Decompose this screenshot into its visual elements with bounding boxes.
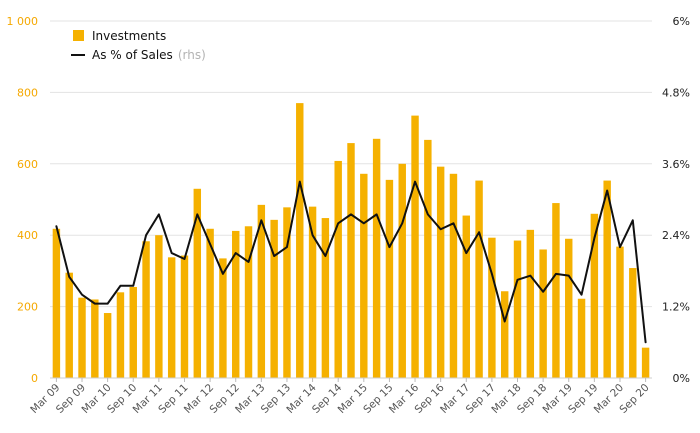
investment-bar <box>78 297 86 378</box>
investment-bar <box>539 249 547 378</box>
investments-bars <box>52 103 650 379</box>
investment-bar <box>296 103 304 379</box>
investment-bar <box>283 207 291 378</box>
legend-label-investments: Investments <box>92 29 166 43</box>
investment-bar <box>372 138 381 378</box>
right-axis-tick-label: 2.4% <box>662 229 690 242</box>
investment-bar <box>65 272 73 378</box>
legend-label-percent-of-sales: As % of Sales <box>92 48 173 62</box>
investment-bar <box>206 228 214 378</box>
investment-bar <box>180 255 189 378</box>
investment-bar <box>552 203 560 378</box>
investment-bar <box>616 246 624 378</box>
investment-bar <box>424 139 432 378</box>
investment-bar <box>321 218 330 378</box>
investment-bar <box>436 166 445 378</box>
investment-bar <box>411 115 419 378</box>
percent-of-sales-line-layer <box>55 180 647 344</box>
investment-bar <box>526 229 535 378</box>
investment-bar <box>244 226 253 378</box>
investment-bar <box>308 206 317 378</box>
legend-swatch-investments <box>73 30 84 41</box>
left-axis-tick-label: 400 <box>17 229 38 242</box>
left-axis-tick-label: 1 000 <box>7 15 39 28</box>
investment-bar <box>462 215 470 378</box>
investment-bar <box>565 238 573 378</box>
investment-bar <box>257 204 266 378</box>
investment-bar <box>232 230 240 378</box>
legend-suffix-rhs: (rhs) <box>178 48 206 62</box>
right-axis-tick-label: 6% <box>673 15 690 28</box>
investment-bar <box>116 292 125 378</box>
right-axis-tick-label: 1.2% <box>662 301 690 314</box>
investment-bar <box>219 258 227 378</box>
investment-bar <box>603 180 611 378</box>
investment-bar <box>334 160 342 378</box>
investment-bar <box>475 180 483 378</box>
investment-bar <box>500 291 509 378</box>
investment-bar <box>513 240 522 378</box>
investment-bar <box>103 313 112 378</box>
right-axis-tick-label: 4.8% <box>662 86 690 99</box>
percent-of-sales-line <box>55 180 647 344</box>
investment-bar <box>347 143 355 378</box>
investment-bar <box>270 219 278 378</box>
investment-bar <box>488 237 496 378</box>
investment-bar <box>129 286 137 378</box>
right-axis-tick-label: 3.6% <box>662 158 690 171</box>
left-axis-tick-label: 800 <box>17 86 38 99</box>
investment-bar <box>142 241 150 378</box>
investment-bar <box>155 235 163 378</box>
investment-bar <box>385 179 394 378</box>
investment-bar <box>629 268 637 378</box>
investment-bar <box>91 299 99 378</box>
legend: Investments As % of Sales (rhs) <box>71 29 206 62</box>
investment-bar <box>641 347 650 378</box>
investment-bar <box>590 213 599 378</box>
right-axis-tick-label: 0% <box>673 372 690 385</box>
investment-bar <box>52 228 61 378</box>
left-axis-tick-label: 200 <box>17 301 38 314</box>
investment-bar <box>167 257 176 378</box>
left-axis-tick-label: 600 <box>17 158 38 171</box>
investment-bar <box>360 173 368 378</box>
left-axis-tick-label: 0 <box>31 372 38 385</box>
investment-bar <box>193 188 202 378</box>
investment-bar <box>449 173 458 378</box>
investment-bar <box>398 163 406 378</box>
investment-bar <box>577 298 586 378</box>
